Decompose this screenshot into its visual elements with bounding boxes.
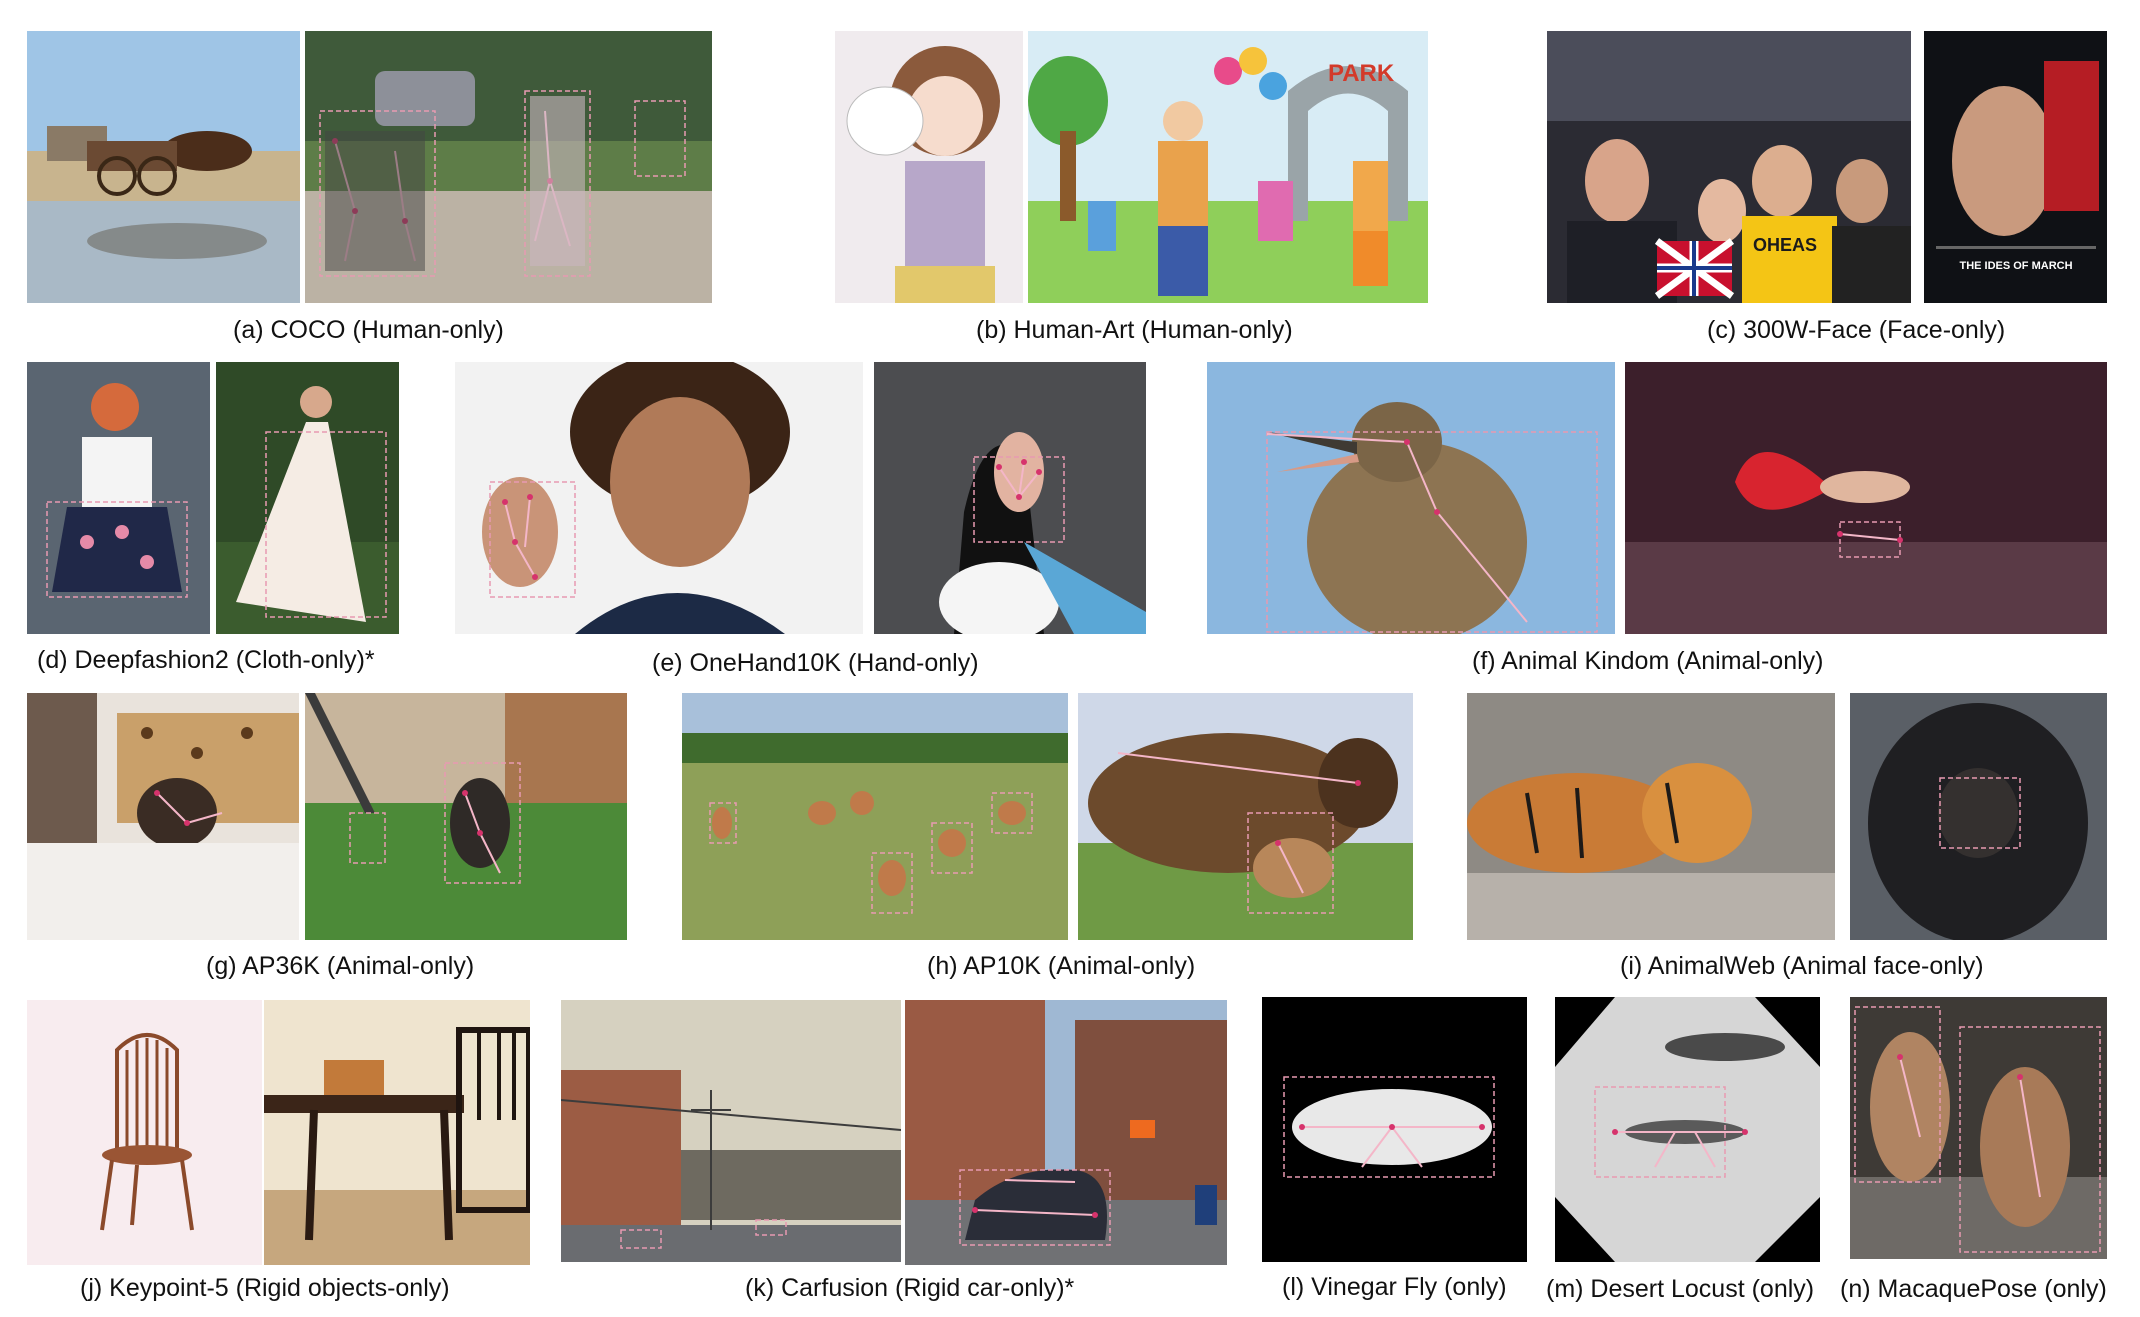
photo-humanart-painting: PARK xyxy=(1028,31,1428,303)
caption-j: (j) Keypoint-5 (Rigid objects-only) xyxy=(80,1274,450,1302)
caption-i: (i) AnimalWeb (Animal face-only) xyxy=(1620,952,1984,980)
caption-g: (g) AP36K (Animal-only) xyxy=(206,952,475,980)
movie-title-text: THE IDES OF MARCH xyxy=(1959,260,2072,272)
photo-desert-locust xyxy=(1555,997,1820,1262)
photo-animalweb-gorilla xyxy=(1850,693,2107,940)
photo-vinegar-fly xyxy=(1262,997,1527,1262)
photo-keypoint5-dining-table xyxy=(264,1000,530,1265)
photo-coco-baseball xyxy=(305,31,712,303)
caption-c: (c) 300W-Face (Face-only) xyxy=(1707,316,2006,344)
caption-b: (b) Human-Art (Human-only) xyxy=(976,316,1293,344)
photo-macaquepose xyxy=(1850,997,2107,1259)
caption-l: (l) Vinegar Fly (only) xyxy=(1282,1273,1507,1301)
photo-deepfashion-skirt xyxy=(27,362,210,634)
caption-n: (n) MacaquePose (only) xyxy=(1840,1275,2107,1303)
caption-a: (a) COCO (Human-only) xyxy=(233,316,504,344)
photo-animalweb-tigers xyxy=(1467,693,1835,940)
photo-onehand-cat xyxy=(874,362,1146,634)
photo-humanart-anime xyxy=(835,31,1023,303)
photo-ap36k-monkey-couch xyxy=(27,693,299,940)
caption-e: (e) OneHand10K (Hand-only) xyxy=(652,649,979,677)
photo-deepfashion-dress xyxy=(216,362,399,634)
photo-animalkingdom-bird xyxy=(1207,362,1615,634)
caption-f: (f) Animal Kindom (Animal-only) xyxy=(1472,647,1824,675)
caption-k: (k) Carfusion (Rigid car-only)* xyxy=(745,1274,1075,1302)
shirt-text: OHEAS xyxy=(1753,235,1817,255)
photo-onehand-boy xyxy=(455,362,863,634)
photo-carfusion-car xyxy=(905,1000,1227,1265)
photo-300w-movie-poster: THE IDES OF MARCH xyxy=(1924,31,2107,303)
park-sign-text: PARK xyxy=(1328,60,1395,87)
photo-ap10k-bison xyxy=(1078,693,1413,940)
caption-m: (m) Desert Locust (only) xyxy=(1546,1275,1815,1303)
photo-animalkingdom-fish xyxy=(1625,362,2107,634)
photo-300w-family-selfie: OHEAS xyxy=(1547,31,1911,303)
photo-carfusion-street xyxy=(561,1000,901,1262)
caption-h: (h) AP10K (Animal-only) xyxy=(927,952,1196,980)
photo-keypoint5-chair xyxy=(27,1000,262,1265)
caption-d: (d) Deepfashion2 (Cloth-only)* xyxy=(37,646,375,674)
photo-ap10k-deer xyxy=(682,693,1068,940)
photo-ap36k-gorilla-yard xyxy=(305,693,627,940)
photo-coco-horse-carriage xyxy=(27,31,300,303)
